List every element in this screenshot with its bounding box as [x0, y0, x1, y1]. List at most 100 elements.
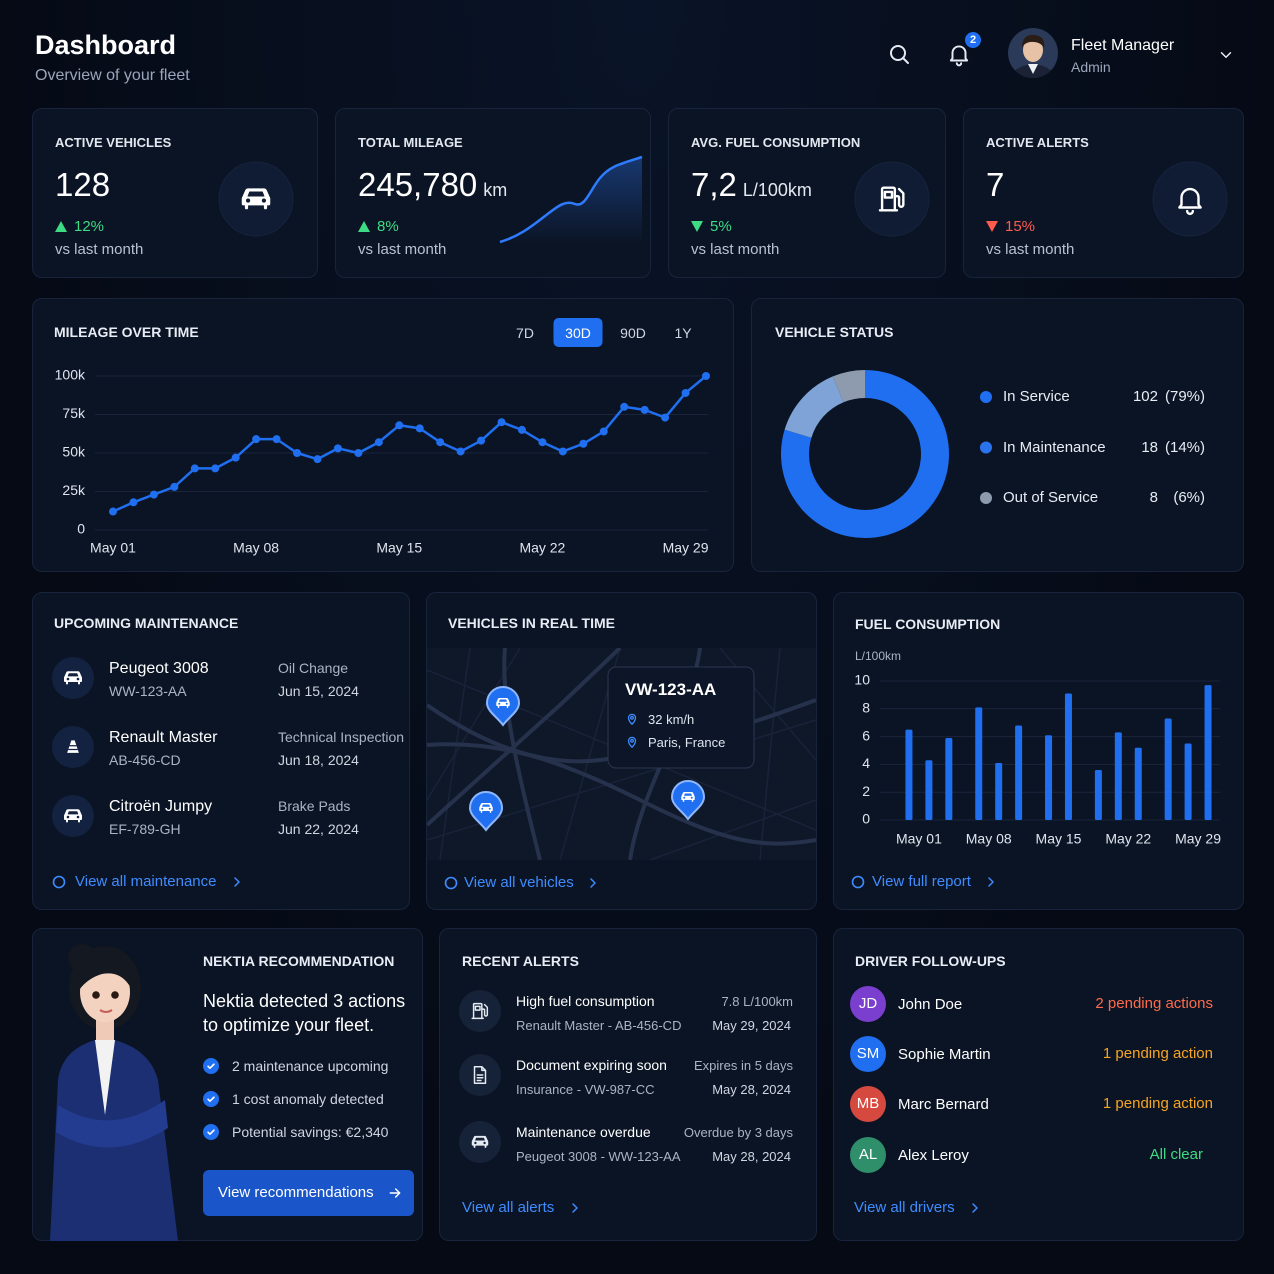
icon-part [481, 804, 491, 807]
mouth [99, 1009, 113, 1013]
driver-initials: JD [858, 995, 878, 1013]
alert-date: May 29, 2024 [712, 1017, 791, 1033]
icon-part [483, 1141, 486, 1145]
alert-subtitle: Insurance - VW-987-CC [516, 1081, 655, 1097]
link[interactable]: View all alerts [462, 1199, 555, 1217]
kpi-note: vs last month [55, 241, 144, 259]
line-point [354, 449, 363, 457]
recommendation-headline: Nektia detected 3 actions to optimize yo… [203, 991, 406, 1035]
donut-slice [781, 370, 950, 538]
link[interactable]: View all vehicles [464, 874, 574, 892]
legend-value: 8 [1149, 489, 1158, 507]
card [833, 592, 1244, 910]
icon [471, 1135, 489, 1148]
avatar-shirt [1028, 64, 1038, 74]
icon [988, 877, 994, 887]
legend-percent: (14%) [1164, 438, 1205, 456]
legend-dot [980, 441, 992, 454]
icon-part [66, 677, 70, 681]
map-road [427, 648, 622, 827]
page-title: Dashboard [35, 30, 177, 61]
icon-part [246, 198, 251, 203]
x-tick-label: May 15 [376, 540, 422, 556]
bar [1204, 685, 1212, 820]
popup-location: Paris, France [648, 734, 726, 750]
icon [972, 1203, 978, 1213]
line-point [374, 438, 383, 447]
alert-detail: Overdue by 3 days [683, 1124, 793, 1140]
line-point [415, 424, 424, 433]
line-point [293, 449, 302, 457]
line-point [599, 427, 608, 436]
card-title: VEHICLES IN REAL TIME [448, 614, 615, 631]
donut-slice [832, 370, 865, 403]
kpi-value: 245,780 [358, 166, 478, 203]
icon-part [474, 1141, 477, 1145]
icon-part [76, 677, 80, 681]
icon [627, 736, 637, 748]
line-point [558, 447, 567, 456]
legend-percent: (79%) [1164, 388, 1205, 406]
icon-part [590, 878, 596, 888]
range-button[interactable]: 90D [620, 324, 646, 341]
link[interactable]: View full report [872, 873, 971, 891]
icon-part [234, 877, 240, 887]
kpi-change: 12% [74, 218, 105, 236]
driver-status: All clear [1149, 1146, 1203, 1164]
card [439, 928, 817, 1241]
legend-label: Out of Service [1003, 489, 1099, 507]
recommendation-button[interactable]: View recommendations [218, 1184, 374, 1202]
range-button[interactable]: 7D [516, 324, 534, 341]
map-street [439, 648, 471, 860]
line-point [436, 438, 445, 447]
icon-part [627, 713, 637, 725]
icon-part [473, 1066, 487, 1084]
vehicle-name: Peugeot 3008 [109, 659, 209, 677]
icon [389, 1188, 401, 1198]
y-tick-label: 4 [862, 755, 870, 771]
shirt [95, 1040, 115, 1115]
y-tick-label: 8 [862, 700, 870, 716]
card [833, 928, 1244, 1241]
eye [92, 991, 100, 999]
x-tick-label: May 01 [90, 540, 136, 556]
alert-title: Document expiring soon [516, 1056, 667, 1073]
vehicle-name: Renault Master [109, 728, 218, 746]
card-title: MILEAGE OVER TIME [54, 323, 199, 340]
bar [1164, 718, 1172, 820]
x-tick-label: May 08 [233, 540, 279, 556]
bar [1094, 769, 1102, 820]
icon-part [66, 815, 70, 819]
maintenance-task: Brake Pads [278, 797, 351, 814]
x-tick-label: May 01 [896, 831, 942, 847]
icon-part [690, 796, 693, 799]
icon-part [498, 702, 501, 705]
icon-part [572, 1203, 578, 1213]
icon-part [630, 715, 634, 720]
line-point [579, 439, 588, 448]
icon-part [1178, 187, 1202, 216]
link[interactable]: View all maintenance [75, 873, 217, 891]
link-dot [851, 875, 865, 889]
link-dot [52, 875, 66, 889]
icon-part [207, 1063, 215, 1069]
range-button[interactable]: 1Y [674, 324, 692, 341]
icon [64, 671, 82, 685]
vehicle-plate: EF-789-GH [109, 820, 181, 837]
kpi-change: 5% [710, 218, 732, 236]
range-button[interactable]: 30D [565, 324, 591, 341]
icon [479, 802, 493, 813]
kpi-value-row: 128 [55, 163, 110, 214]
bar [975, 707, 983, 820]
x-tick-label: May 15 [1036, 831, 1082, 847]
eye [111, 991, 119, 999]
kpi-note: vs last month [358, 241, 447, 259]
legend-label: In Maintenance [1003, 438, 1106, 456]
bar [995, 763, 1003, 820]
kpi-value: 7 [986, 166, 1005, 203]
icon-part [505, 702, 508, 705]
link[interactable]: View all drivers [854, 1199, 955, 1217]
line-point [395, 421, 404, 430]
driver-name: Sophie Martin [898, 1046, 991, 1064]
